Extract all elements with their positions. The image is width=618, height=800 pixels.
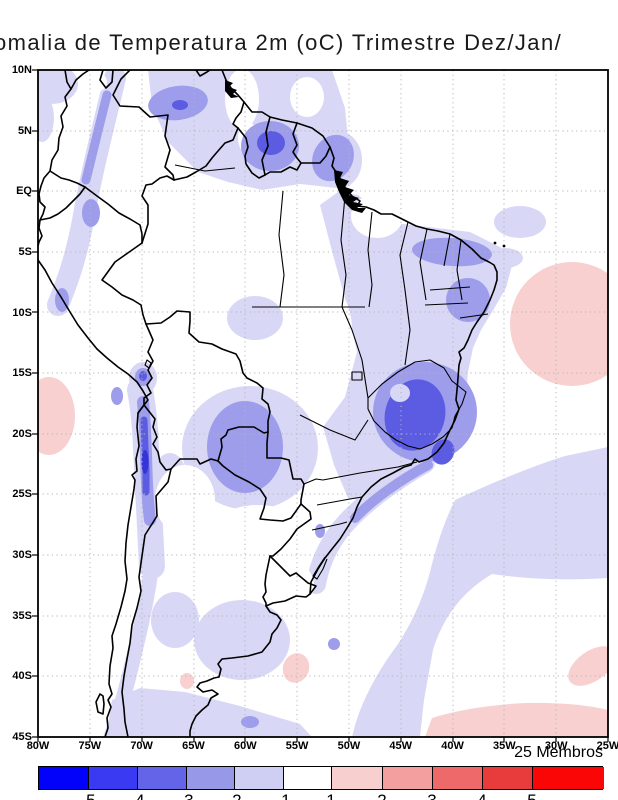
colorbar-tick-label: 4 <box>477 791 486 800</box>
colorbar-segment <box>235 767 284 789</box>
lon-label: 65W <box>182 740 205 752</box>
country-borders <box>39 70 331 737</box>
graticule-gridlines <box>38 70 608 737</box>
state-borders <box>144 164 489 580</box>
colorbar-segment <box>187 767 235 789</box>
lat-label: 5N <box>17 124 32 137</box>
lon-label: 45W <box>389 740 413 752</box>
colorbar-tick-label: -2 <box>226 791 241 800</box>
colorbar-segment <box>433 767 483 789</box>
lat-label: 25S <box>12 488 32 501</box>
colorbar-segment <box>533 767 604 789</box>
lon-label: 55W <box>285 740 309 752</box>
lon-label: 35W <box>493 740 516 752</box>
lat-label: 20S <box>12 427 32 440</box>
colorbar-tick-label: 1 <box>326 791 335 800</box>
lat-label: 35S <box>12 609 32 622</box>
colorbar <box>38 766 604 790</box>
colorbar-tick-label: 3 <box>427 791 436 800</box>
lon-label: 50W <box>337 740 361 752</box>
lon-label: 70W <box>130 740 153 752</box>
colorbar-segment <box>39 767 89 789</box>
colorbar-tick-label: -1 <box>275 791 290 800</box>
colorbar-segment <box>138 767 187 789</box>
colorbar-segment <box>332 767 383 789</box>
lat-label: EQ <box>16 185 32 198</box>
lat-label: 10S <box>12 306 32 319</box>
colorbar-tick-label: 2 <box>377 791 386 800</box>
lat-label: 5S <box>18 245 32 258</box>
colorbar-segment <box>483 767 533 789</box>
shaded-anomaly-fields <box>38 70 608 737</box>
colorbar-tick-label: -5 <box>80 791 95 800</box>
map-frame <box>37 69 609 738</box>
amazon-delta-features <box>225 80 506 248</box>
lat-label: 40S <box>12 670 32 683</box>
lat-label: 10N <box>11 64 32 76</box>
colorbar-tick-label: -4 <box>129 791 144 800</box>
colorbar-segment <box>383 767 433 789</box>
map-title: omalia de Temperatura 2m (oC) Trimestre … <box>0 30 563 55</box>
lon-label: 60W <box>233 740 257 752</box>
colorbar-tick-label: 5 <box>527 791 536 800</box>
lon-label: 80W <box>26 740 50 752</box>
lon-label: 40W <box>441 740 464 752</box>
colorbar-tick-label: -3 <box>178 791 193 800</box>
lat-label: 30S <box>12 549 32 562</box>
lat-label: 15S <box>12 367 32 380</box>
colorbar-segment <box>89 767 138 789</box>
colorbar-segment <box>284 767 332 789</box>
members-caption: 25 Membros <box>514 744 603 761</box>
lon-label: 75W <box>78 740 102 752</box>
lon-label: 30W <box>544 740 568 752</box>
lat-label: 45S <box>12 730 32 743</box>
lon-label: 25W <box>596 740 618 752</box>
